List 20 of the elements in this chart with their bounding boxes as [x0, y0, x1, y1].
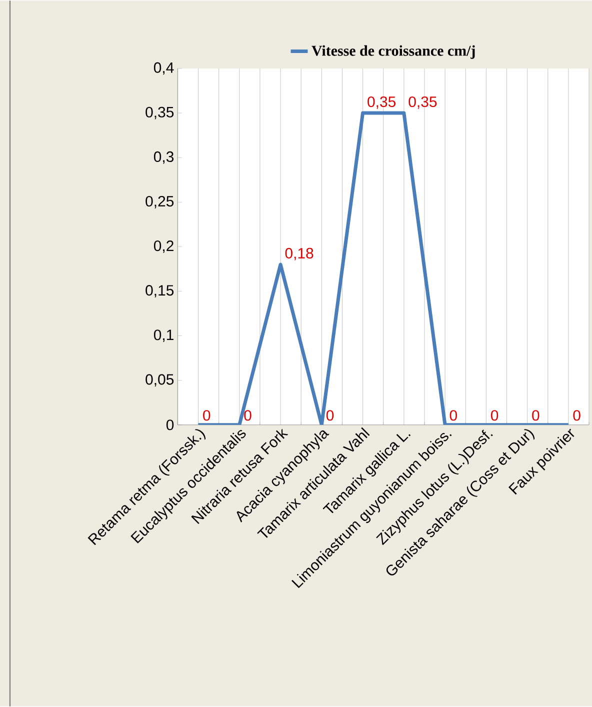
data-label: 0: [244, 410, 252, 421]
y-tick-label: 0,3: [154, 151, 174, 164]
data-label: 0: [532, 410, 540, 421]
y-tick-label: 0,2: [154, 240, 174, 253]
legend-label: Vitesse de croissance cm/j: [312, 45, 475, 59]
data-label: 0: [490, 410, 498, 421]
data-label: 0,18: [285, 248, 314, 260]
y-tick-label: 0: [166, 420, 174, 430]
data-label: 0: [326, 410, 334, 421]
data-label: 0: [573, 410, 580, 421]
data-label: 0: [203, 410, 210, 421]
data-label: 0: [450, 410, 457, 421]
data-label: 0,35: [368, 96, 396, 109]
y-tick-label: 0,05: [146, 374, 174, 387]
data-label: 0,35: [408, 96, 437, 109]
y-tick-label: 0,15: [146, 285, 174, 298]
y-tick-label: 0,4: [154, 62, 174, 75]
y-tick-label: 0,1: [154, 330, 174, 342]
y-tick-label: 0,35: [146, 106, 174, 120]
y-tick-label: 0,25: [146, 196, 174, 208]
